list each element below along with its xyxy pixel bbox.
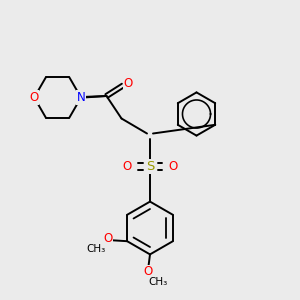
Text: CH₃: CH₃ [149,277,168,287]
Text: O: O [143,265,152,278]
Text: O: O [123,160,132,173]
Text: O: O [124,76,133,90]
Text: N: N [76,91,85,104]
Text: O: O [168,160,177,173]
Text: CH₃: CH₃ [86,244,106,254]
Text: O: O [103,232,112,245]
Text: S: S [146,160,154,173]
Text: O: O [30,91,39,104]
